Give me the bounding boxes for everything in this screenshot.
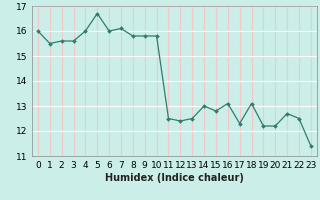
X-axis label: Humidex (Indice chaleur): Humidex (Indice chaleur) xyxy=(105,173,244,183)
